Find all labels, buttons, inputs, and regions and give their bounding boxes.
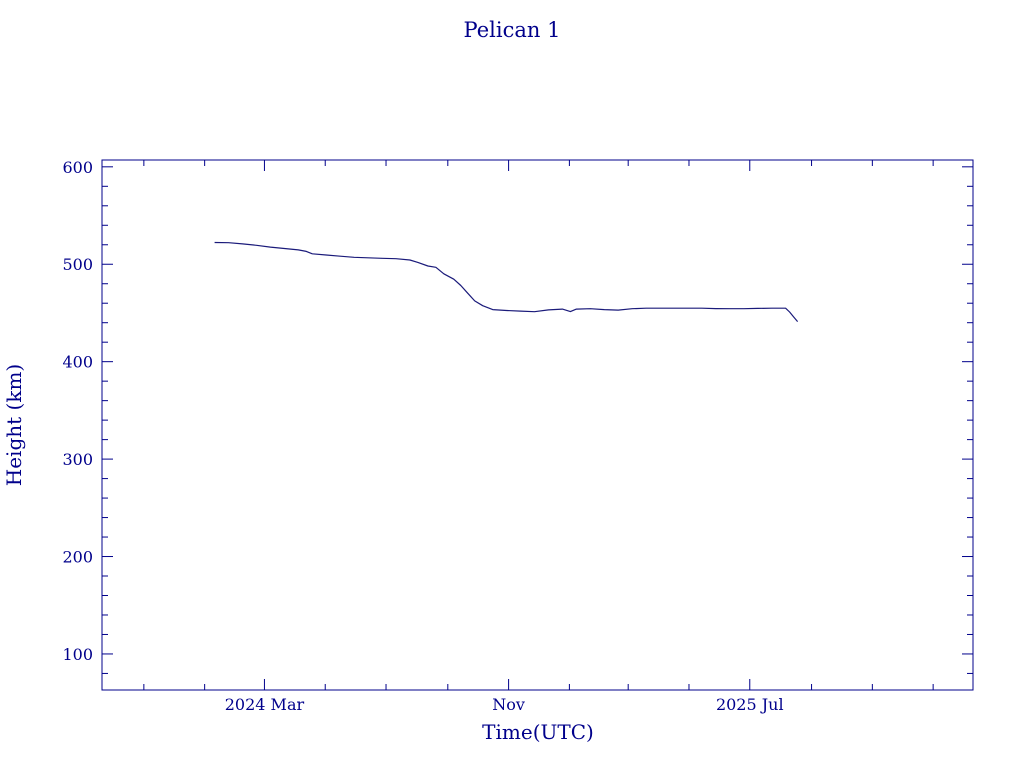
x-tick-label: Nov <box>492 695 525 714</box>
plot-frame <box>101 159 974 691</box>
series-layer <box>214 241 799 322</box>
x-axis-ticks: 2024 Mar Nov 2025 Jul <box>143 160 934 714</box>
y-axis-ticks: 100 200 300 400 500 600 <box>62 158 973 674</box>
y-axis-label: Height (km) <box>2 364 26 486</box>
y-tick-label: 400 <box>62 353 93 372</box>
y-tick-label: 500 <box>62 255 93 274</box>
y-tick-label: 100 <box>62 645 93 664</box>
x-tick-label: 2024 Mar <box>225 695 305 714</box>
x-tick-label: 2025 Jul <box>716 695 784 714</box>
chart-title: Pelican 1 <box>464 18 561 42</box>
series-line-1 <box>214 241 799 322</box>
x-axis-label: Time(UTC) <box>482 720 594 744</box>
y-tick-label: 200 <box>62 548 93 567</box>
y-tick-label: 300 <box>62 450 93 469</box>
y-tick-label: 600 <box>62 158 93 177</box>
